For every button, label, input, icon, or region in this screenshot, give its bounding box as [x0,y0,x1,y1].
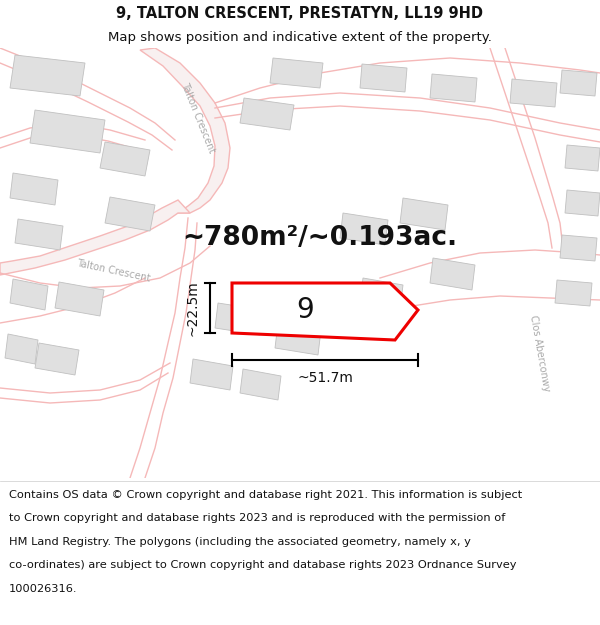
Polygon shape [140,48,230,213]
Polygon shape [360,64,407,92]
Polygon shape [100,142,150,176]
Polygon shape [5,334,38,364]
Text: co-ordinates) are subject to Crown copyright and database rights 2023 Ordnance S: co-ordinates) are subject to Crown copyr… [9,561,517,571]
Text: 9, TALTON CRESCENT, PRESTATYN, LL19 9HD: 9, TALTON CRESCENT, PRESTATYN, LL19 9HD [116,6,484,21]
Polygon shape [270,58,323,88]
Polygon shape [565,190,600,216]
Polygon shape [400,198,448,230]
Polygon shape [190,359,233,390]
Polygon shape [565,145,600,171]
Polygon shape [35,343,79,375]
Polygon shape [555,280,592,306]
Polygon shape [55,282,104,316]
Polygon shape [15,219,63,250]
Text: 100026316.: 100026316. [9,584,77,594]
Polygon shape [240,369,281,400]
Polygon shape [430,258,475,290]
Text: HM Land Registry. The polygons (including the associated geometry, namely x, y: HM Land Registry. The polygons (includin… [9,537,471,547]
Polygon shape [30,110,105,153]
Text: 9: 9 [296,296,314,324]
Polygon shape [240,98,294,130]
Polygon shape [232,283,418,340]
Polygon shape [10,173,58,205]
Polygon shape [275,323,321,355]
Polygon shape [340,213,388,245]
Polygon shape [560,235,597,261]
Text: ~780m²/~0.193ac.: ~780m²/~0.193ac. [182,225,458,251]
Polygon shape [510,79,557,107]
Text: Talton Crescent: Talton Crescent [179,81,217,155]
Polygon shape [430,74,477,102]
Text: ~51.7m: ~51.7m [297,371,353,385]
Polygon shape [10,279,48,310]
Polygon shape [215,303,263,335]
Polygon shape [560,70,597,96]
Text: Clos Aberconwy: Clos Aberconwy [529,314,551,392]
Text: Contains OS data © Crown copyright and database right 2021. This information is : Contains OS data © Crown copyright and d… [9,490,522,500]
Text: to Crown copyright and database rights 2023 and is reproduced with the permissio: to Crown copyright and database rights 2… [9,513,505,523]
Polygon shape [105,197,155,231]
Polygon shape [10,55,85,96]
Polygon shape [0,200,190,275]
Polygon shape [360,278,403,310]
Text: ~22.5m: ~22.5m [185,280,199,336]
Text: Talton Crescent: Talton Crescent [75,258,151,284]
Text: Map shows position and indicative extent of the property.: Map shows position and indicative extent… [108,31,492,44]
